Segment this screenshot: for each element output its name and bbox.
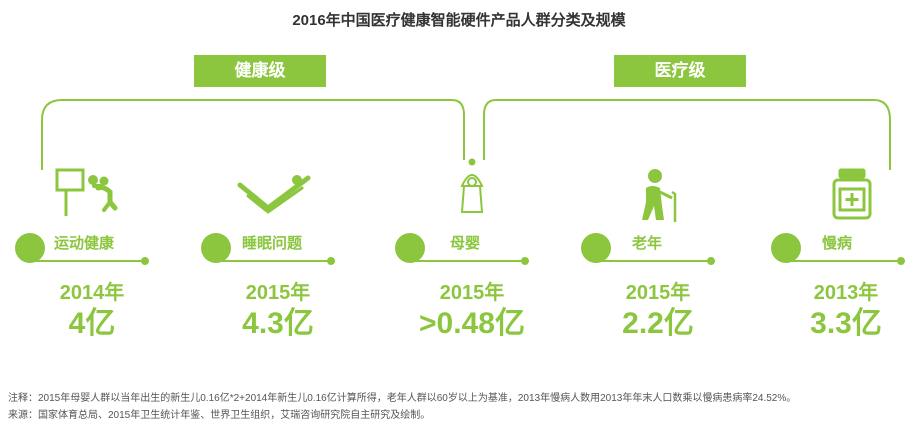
category-label-chronic: 慢病 [822, 235, 853, 252]
baby-icon [460, 158, 484, 213]
category-marker-dot [771, 233, 801, 263]
value-label-elderly: 2.2亿 [622, 307, 694, 340]
basketball-player-icon [55, 168, 118, 216]
category-end-dot [897, 257, 905, 265]
year-label-sleep: 2015年 [245, 282, 311, 304]
health-group-bracket [41, 99, 465, 170]
category-end-dot [141, 257, 149, 265]
category-label-sleep: 睡眠问题 [242, 235, 303, 252]
sleep-bed-icon [237, 175, 311, 214]
category-marker-dot [15, 233, 45, 263]
value-label-sleep: 4.3亿 [242, 307, 314, 340]
medical-group-bracket [483, 99, 891, 170]
value-label-maternal: >0.48亿 [419, 307, 525, 340]
medical-level-tag: 医疗级 [614, 55, 746, 87]
value-label-sports: 4亿 [68, 307, 116, 340]
category-label-sports: 运动健康 [54, 235, 115, 252]
year-label-maternal: 2015年 [439, 282, 505, 304]
value-label-chronic: 3.3亿 [810, 307, 882, 340]
elderly-cane-icon [642, 169, 677, 222]
category-marker-dot [201, 233, 231, 263]
page-title: 2016年中国医疗健康智能硬件产品人群分类及规模 [292, 12, 626, 29]
category-end-dot [521, 257, 529, 265]
year-label-sports: 2014年 [59, 282, 125, 304]
category-end-dot [327, 257, 335, 265]
year-label-elderly: 2015年 [625, 282, 691, 304]
category-marker-dot [581, 233, 611, 263]
category-label-elderly: 老年 [632, 235, 663, 252]
source-note: 来源：国家体育总局、2015年卫生统计年鉴、世界卫生组织，艾瑞咨询研究院自主研究… [8, 410, 431, 421]
year-label-chronic: 2013年 [813, 282, 879, 304]
medicine-bottle-icon [832, 168, 872, 220]
health-level-tag: 健康级 [194, 55, 326, 87]
category-end-dot [707, 257, 715, 265]
category-label-maternal: 母婴 [450, 235, 481, 252]
category-marker-dot [395, 233, 425, 263]
footnote: 注释：2015年母婴人群以当年出生的新生儿0.16亿*2+2014年新生儿0.1… [8, 393, 797, 404]
